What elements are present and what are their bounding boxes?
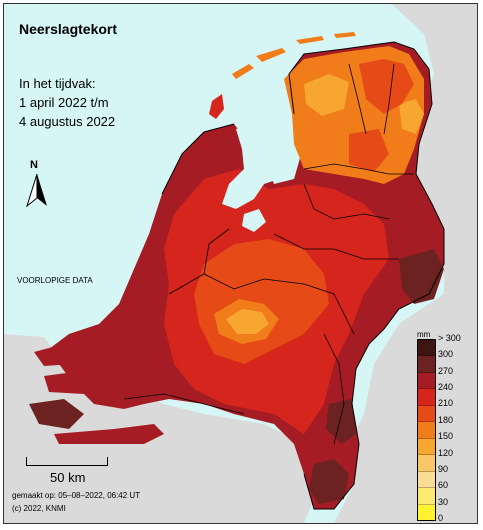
markermeer	[242, 209, 266, 232]
scale-bar	[26, 457, 108, 466]
zeeland-3	[29, 399, 84, 429]
legend-tick: 150	[438, 431, 454, 442]
legend-bin	[418, 372, 435, 390]
wadden-island-terschelling	[256, 48, 286, 62]
zone-270-300-limburg	[326, 399, 356, 444]
period-end: 4 augustus 2022	[19, 114, 116, 129]
legend-tick: 0	[438, 513, 444, 523]
legend-tick: 240	[438, 382, 454, 393]
legend-tick: 120	[438, 447, 454, 458]
legend-bin	[418, 471, 435, 489]
north-zone-red	[359, 59, 414, 114]
legend-bin	[418, 455, 435, 472]
legend-unit: mm	[417, 330, 431, 339]
preliminary-note: VOORLOPIGE DATA	[17, 276, 93, 285]
north-zone-light	[304, 74, 349, 116]
wadden-island-texel	[209, 94, 224, 119]
legend-color-bar	[417, 339, 436, 521]
wadden-island-schiermonnikoog	[334, 32, 356, 38]
wadden-island-vlieland	[232, 64, 254, 79]
scale-label: 50 km	[50, 470, 86, 485]
legend-bin	[418, 405, 435, 423]
legend: mm > 300 300 270 240 210 180 150 120 90 …	[414, 330, 474, 523]
legend-bin	[418, 389, 435, 406]
period-label: In het tijdvak:	[19, 76, 96, 91]
legend-bin	[418, 504, 435, 520]
north-label: N	[30, 159, 38, 171]
country-border	[161, 41, 445, 510]
legend-tick: 30	[438, 496, 449, 507]
legend-bin	[418, 340, 435, 357]
zeeland-2	[44, 370, 104, 394]
zone-over-300-limburg	[309, 459, 349, 504]
legend-bin	[418, 488, 435, 505]
north-zone-light-2	[399, 99, 424, 134]
period-start: 1 april 2022 t/m	[19, 95, 109, 110]
zone-150-180	[226, 309, 269, 334]
ijsselmeer	[222, 124, 294, 209]
zone-over-300-east	[399, 249, 444, 304]
legend-tick: 60	[438, 480, 449, 491]
copyright-text: (c) 2022, KNMI	[12, 504, 66, 513]
made-on-text: gemaakt op: 05–08–2022, 06:42 UT	[12, 491, 141, 500]
legend-tick: 180	[438, 414, 454, 425]
legend-tick: 210	[438, 398, 454, 409]
deficit-map	[4, 4, 477, 523]
legend-tick: 270	[438, 365, 454, 376]
legend-bin	[418, 356, 435, 373]
germany-land	[334, 4, 477, 523]
legend-tick: 300	[438, 349, 454, 360]
legend-tick: 90	[438, 463, 449, 474]
zeeland-flanders	[54, 424, 164, 444]
north-zone-red-2	[349, 129, 389, 172]
map-title: Neerslagtekort	[19, 21, 118, 37]
wadden-island-ameland	[296, 36, 324, 44]
province-borders	[123, 63, 414, 445]
zeeland-1	[34, 344, 84, 366]
map-frame: Neerslagtekort In het tijdvak: 1 april 2…	[3, 3, 478, 524]
legend-bin	[418, 438, 435, 456]
north-arrow-icon	[26, 174, 47, 208]
legend-tick: > 300	[438, 333, 461, 343]
legend-bin	[418, 422, 435, 439]
